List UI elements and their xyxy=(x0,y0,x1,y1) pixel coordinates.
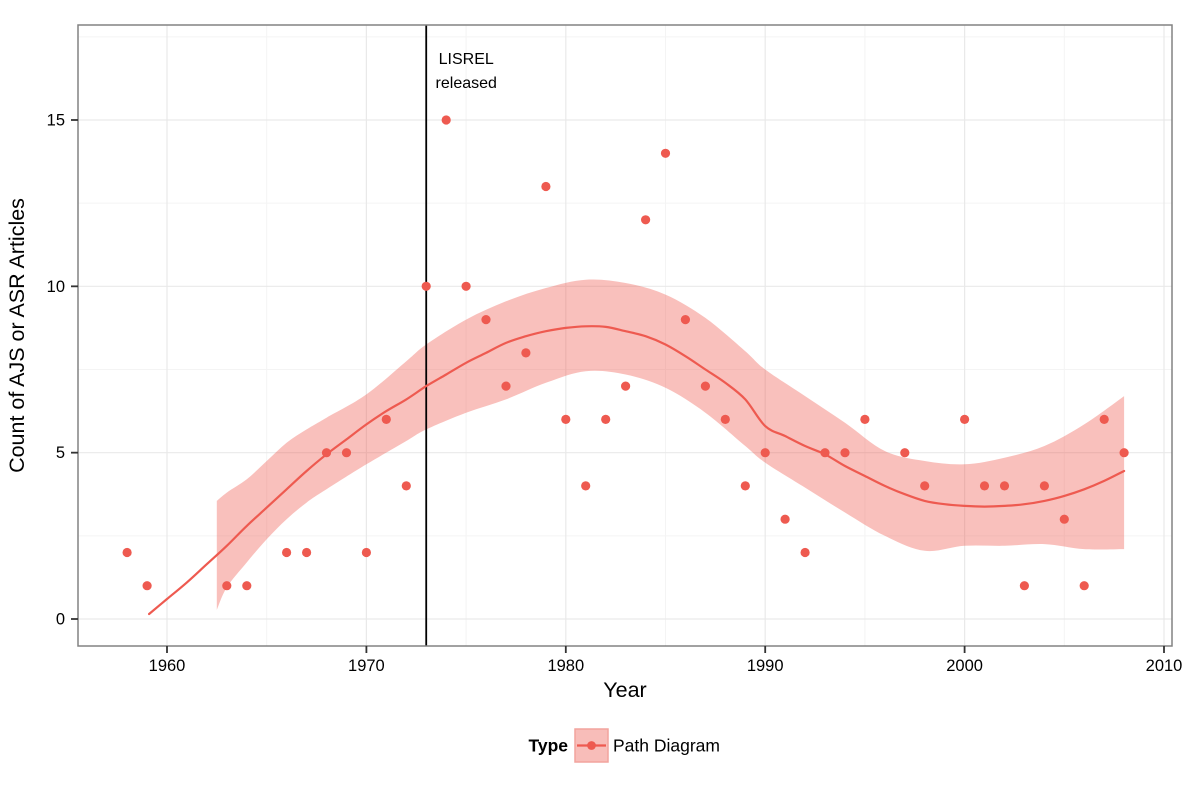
scatter-point xyxy=(441,115,451,125)
y-axis-tick-label: 5 xyxy=(56,444,65,462)
smooth-line xyxy=(148,325,1126,616)
scatter-point xyxy=(641,215,651,225)
scatter-point xyxy=(461,281,471,291)
scatter-point xyxy=(680,315,691,325)
scatter-point xyxy=(760,448,770,458)
scatter-point xyxy=(621,381,631,391)
scatter-point xyxy=(780,514,790,524)
legend-key-point xyxy=(587,741,596,750)
scatter-point xyxy=(920,481,930,491)
scatter-point xyxy=(361,547,371,558)
annotation-lisrel-line1: LISREL xyxy=(439,51,494,68)
scatter-point xyxy=(561,414,571,424)
y-axis-tick-label: 0 xyxy=(56,611,65,629)
scatter-point xyxy=(1079,581,1089,591)
plot-panel-border xyxy=(77,24,1173,647)
scatter-point xyxy=(840,448,850,458)
x-axis-title: Year xyxy=(603,678,646,702)
scatter-point xyxy=(860,414,870,424)
scatter-point xyxy=(660,148,671,158)
confidence-ribbon xyxy=(216,279,1125,610)
legend-title: Type xyxy=(528,736,568,756)
scatter-point xyxy=(1019,581,1029,591)
scatter-point xyxy=(999,481,1010,491)
gridlines xyxy=(78,25,1172,646)
y-axis-tick-label: 10 xyxy=(47,278,65,296)
axes: 1960 1970 1980 1990 2000 2010 0 5 10 15 xyxy=(47,111,1183,675)
y-axis-tick-label: 15 xyxy=(47,111,65,129)
scatter-point xyxy=(521,348,531,358)
legend: Type Path Diagram xyxy=(528,728,720,763)
x-axis-tick-label: 1980 xyxy=(547,657,584,675)
scatter-point xyxy=(321,448,332,458)
scatter-point xyxy=(581,481,591,491)
annotation-lisrel-line2: released xyxy=(436,75,497,92)
scatter-point xyxy=(740,481,750,491)
scatter-point xyxy=(122,547,132,558)
x-axis-tick-label: 1990 xyxy=(747,657,784,675)
scatter-point xyxy=(242,581,252,591)
scatter-point xyxy=(421,281,431,291)
scatter-point xyxy=(401,481,411,491)
scatter-point xyxy=(800,547,810,558)
x-axis-tick-label: 1960 xyxy=(149,657,186,675)
scatter-point xyxy=(541,181,551,192)
scatter-point xyxy=(142,581,152,591)
scatter-point xyxy=(481,315,491,325)
scatter-point xyxy=(302,547,312,558)
scatter-point xyxy=(1119,448,1129,458)
x-axis-tick-label: 1970 xyxy=(348,657,385,675)
legend-entry-label: Path Diagram xyxy=(613,736,720,756)
scatter-point xyxy=(601,414,611,424)
scatter-point xyxy=(1039,481,1049,491)
scatter-point xyxy=(979,481,990,491)
scatter-point xyxy=(222,581,232,591)
scatter-point xyxy=(1099,414,1109,424)
scatter-point xyxy=(820,448,830,458)
scatter-point xyxy=(960,414,970,424)
scatter-point xyxy=(381,414,391,424)
scatter-point xyxy=(501,381,511,391)
scatter-point xyxy=(700,381,711,391)
y-axis-title: Count of AJS or ASR Articles xyxy=(5,198,29,473)
scatter-point xyxy=(720,414,730,424)
scatter-point xyxy=(1059,514,1069,524)
x-axis-tick-label: 2010 xyxy=(1146,657,1183,675)
x-axis-tick-label: 2000 xyxy=(946,657,983,675)
scatter-point xyxy=(900,448,910,458)
scatter-points xyxy=(122,115,1129,591)
scatter-point xyxy=(341,448,352,458)
scatter-point xyxy=(282,547,292,558)
